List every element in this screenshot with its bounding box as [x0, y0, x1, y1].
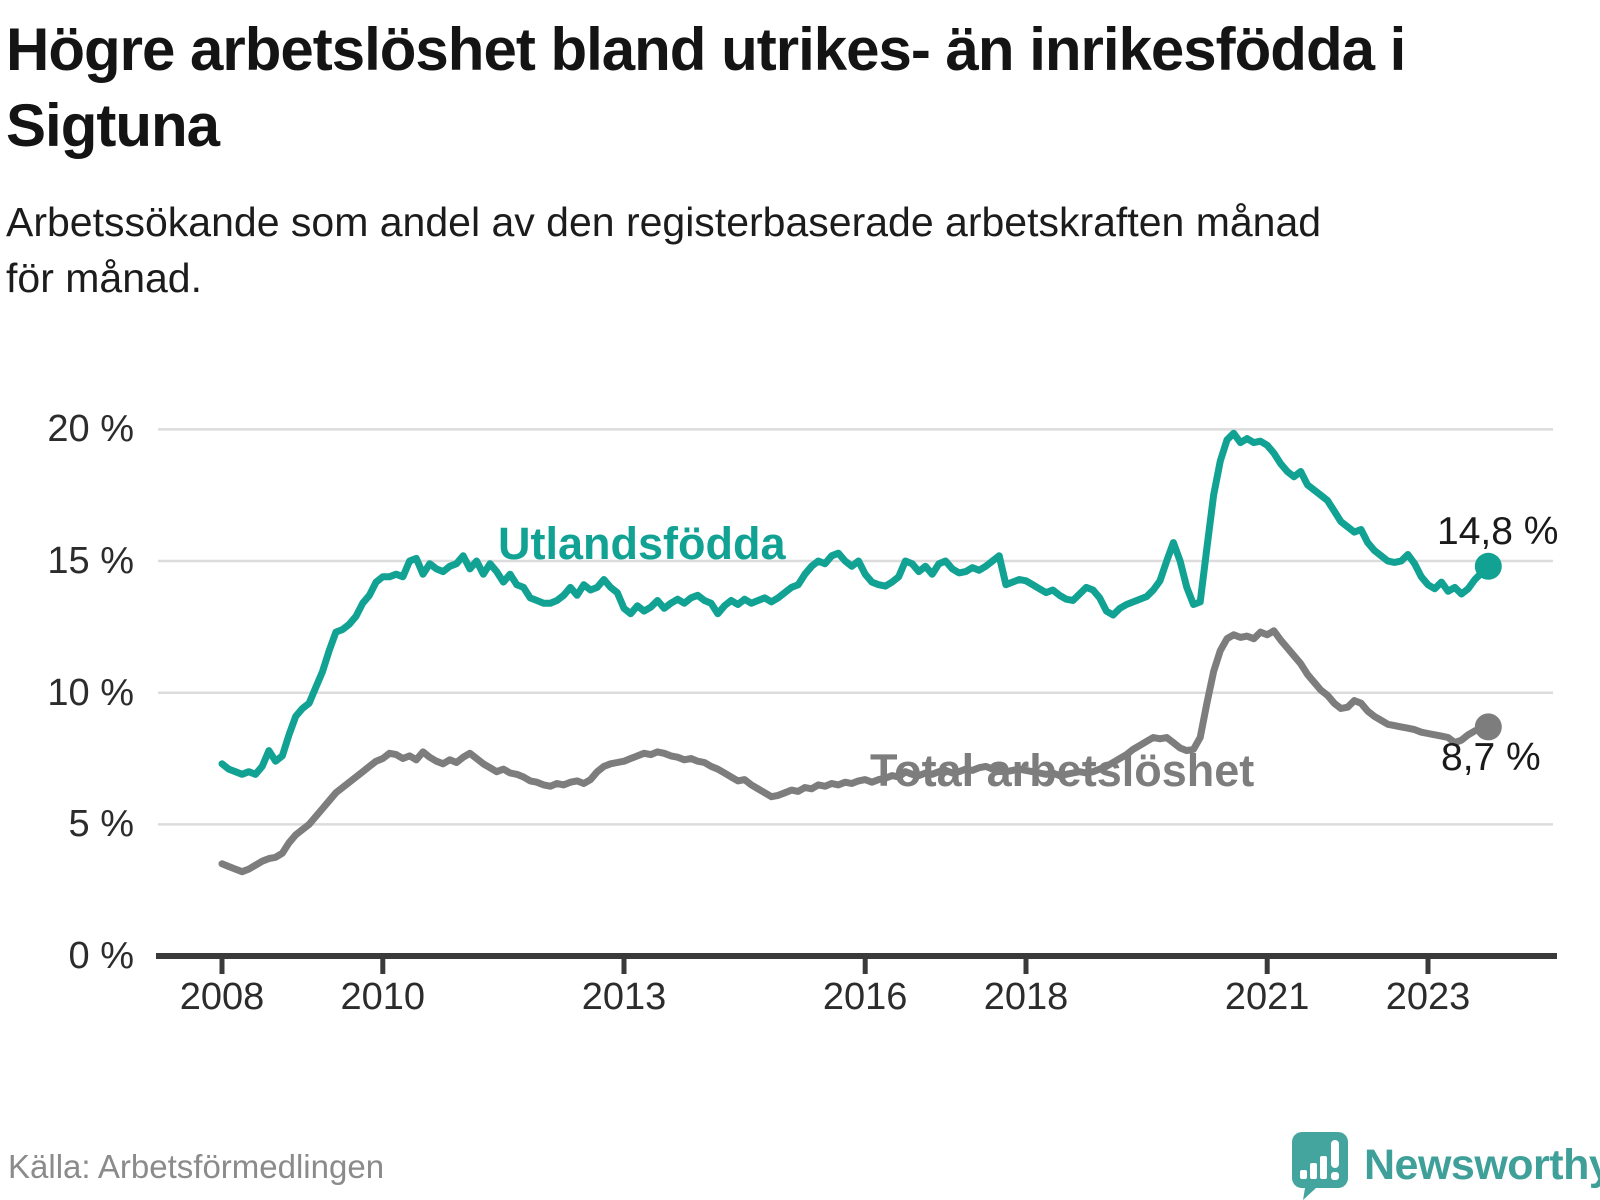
end-value-label-utlandsfodda: 14,8 % — [1437, 510, 1559, 553]
x-axis-label-2008: 2008 — [179, 976, 265, 1018]
x-axis-label-2023: 2023 — [1385, 976, 1471, 1018]
series-line-utlandsfodda — [218, 429, 1492, 778]
x-axis-label-2021: 2021 — [1224, 976, 1310, 1018]
y-axis-label-10: 10 % — [47, 671, 134, 714]
newsworthy-logo: Newsworthy — [1288, 1130, 1600, 1200]
source-note: Källa: Arbetsförmedlingen — [8, 1148, 385, 1185]
newsworthy-logo-icon — [1292, 1132, 1348, 1200]
x-axis-label-2013: 2013 — [581, 976, 667, 1018]
y-axis-label-5: 5 % — [68, 803, 134, 846]
x-axis-label-2016: 2016 — [822, 976, 908, 1018]
end-value-label-total-arbetsloshet: 8,7 % — [1441, 736, 1541, 779]
x-axis-label-2018: 2018 — [983, 976, 1069, 1018]
newsworthy-logo-text: Newsworthy — [1364, 1140, 1600, 1189]
y-axis-label-0: 0 % — [68, 935, 134, 977]
series-endpoint-utlandsfodda — [1474, 552, 1502, 580]
series-line-total-arbetsloshet — [218, 627, 1492, 876]
page-subtitle: Arbetssökande som andel av den registerb… — [6, 199, 1322, 302]
page-title: Högre arbetslöshet bland utrikes- än inr… — [6, 16, 1406, 160]
series-label-utlandsfodda: Utlandsfödda — [498, 518, 786, 569]
series-label-total-arbetsloshet: Total arbetslöshet — [870, 745, 1255, 796]
series-endpoint-total-arbetsloshet — [1474, 713, 1502, 741]
x-axis-label-2010: 2010 — [340, 976, 426, 1018]
y-axis-label-20: 20 % — [47, 408, 134, 451]
y-axis-label-15: 15 % — [47, 540, 134, 583]
